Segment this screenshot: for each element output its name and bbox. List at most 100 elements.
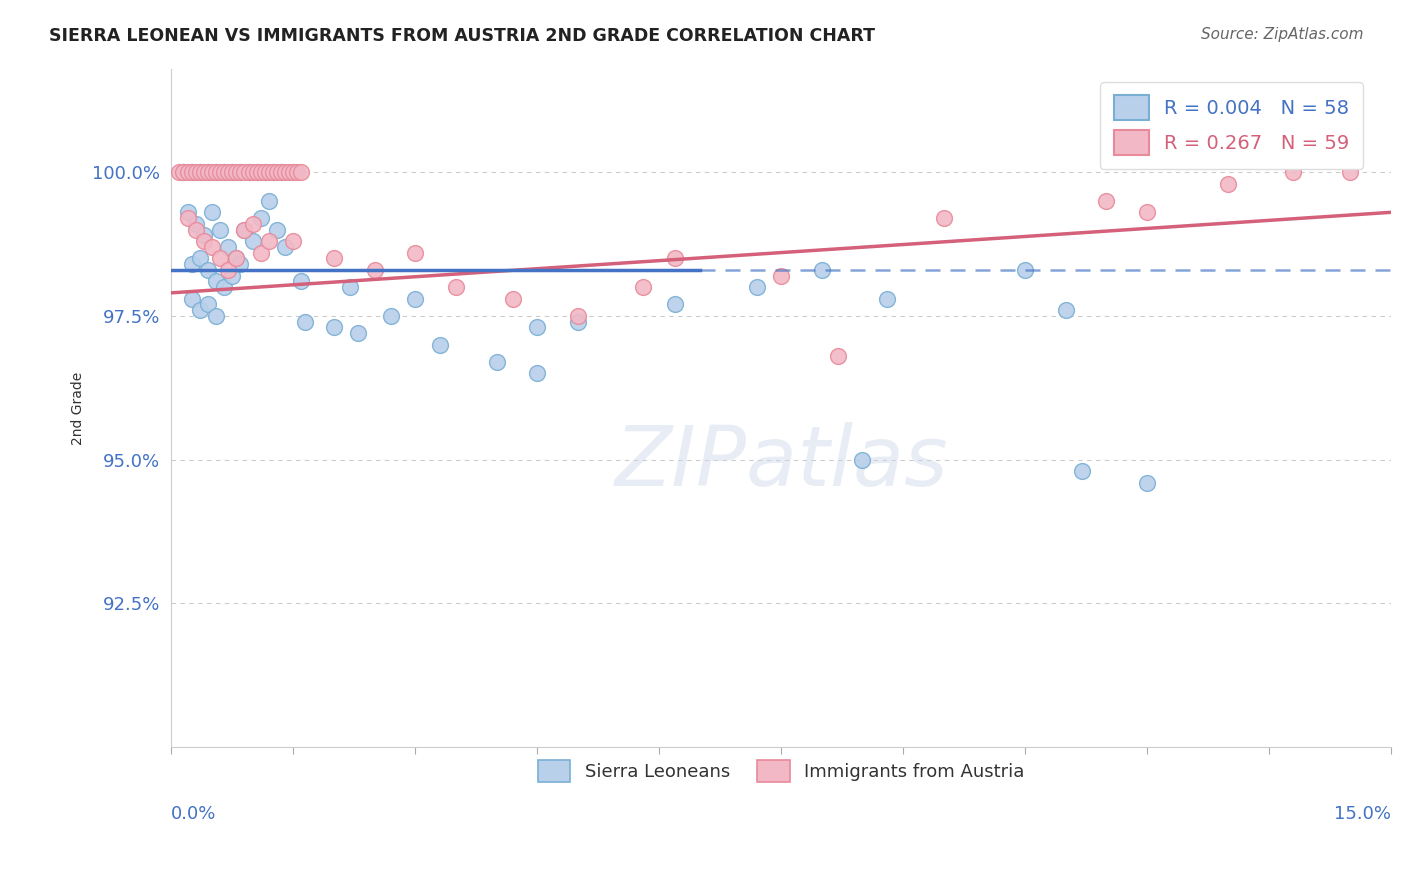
Point xyxy=(180,257,202,271)
Point xyxy=(193,165,215,179)
Point xyxy=(188,165,211,179)
Point xyxy=(212,165,235,179)
Point xyxy=(851,452,873,467)
Point xyxy=(810,263,832,277)
Point xyxy=(274,240,297,254)
Point xyxy=(246,165,269,179)
Point xyxy=(567,315,589,329)
Point xyxy=(176,211,198,225)
Point xyxy=(180,165,202,179)
Point xyxy=(221,165,243,179)
Point xyxy=(294,315,316,329)
Point xyxy=(246,165,269,179)
Point xyxy=(242,234,264,248)
Point xyxy=(233,222,256,236)
Point xyxy=(257,234,280,248)
Point xyxy=(283,165,305,179)
Point xyxy=(274,165,297,179)
Point xyxy=(526,320,548,334)
Point xyxy=(229,165,252,179)
Point xyxy=(1136,205,1159,219)
Point xyxy=(225,165,247,179)
Point xyxy=(197,297,219,311)
Point xyxy=(1282,165,1305,179)
Point xyxy=(233,222,256,236)
Point xyxy=(201,240,224,254)
Point xyxy=(212,280,235,294)
Point xyxy=(188,165,211,179)
Legend: Sierra Leoneans, Immigrants from Austria: Sierra Leoneans, Immigrants from Austria xyxy=(530,753,1032,789)
Point xyxy=(347,326,370,340)
Point xyxy=(1071,464,1094,478)
Point xyxy=(188,252,211,266)
Point xyxy=(197,165,219,179)
Point xyxy=(184,222,207,236)
Text: Source: ZipAtlas.com: Source: ZipAtlas.com xyxy=(1201,27,1364,42)
Point xyxy=(278,165,301,179)
Point xyxy=(217,240,239,254)
Point xyxy=(193,228,215,243)
Point xyxy=(197,263,219,277)
Point xyxy=(242,217,264,231)
Point xyxy=(212,165,235,179)
Point xyxy=(249,211,271,225)
Point xyxy=(444,280,467,294)
Point xyxy=(209,165,232,179)
Point xyxy=(266,222,288,236)
Point xyxy=(322,252,344,266)
Point xyxy=(827,349,849,363)
Point xyxy=(664,252,686,266)
Point xyxy=(283,234,305,248)
Point xyxy=(363,263,385,277)
Point xyxy=(233,165,256,179)
Point xyxy=(229,165,252,179)
Point xyxy=(932,211,955,225)
Point xyxy=(249,245,271,260)
Point xyxy=(173,165,195,179)
Point xyxy=(1218,177,1240,191)
Point xyxy=(229,257,252,271)
Y-axis label: 2nd Grade: 2nd Grade xyxy=(72,371,86,444)
Point xyxy=(176,205,198,219)
Point xyxy=(225,252,247,266)
Point xyxy=(262,165,284,179)
Point xyxy=(270,165,292,179)
Point xyxy=(217,165,239,179)
Point xyxy=(201,205,224,219)
Point xyxy=(1339,165,1361,179)
Point xyxy=(290,274,312,288)
Point xyxy=(567,309,589,323)
Point xyxy=(485,355,508,369)
Point xyxy=(205,165,228,179)
Point xyxy=(188,303,211,318)
Point xyxy=(205,274,228,288)
Point xyxy=(238,165,260,179)
Point xyxy=(526,367,548,381)
Point xyxy=(257,165,280,179)
Point xyxy=(404,292,426,306)
Point xyxy=(404,245,426,260)
Point xyxy=(176,165,198,179)
Text: ZIPatlas: ZIPatlas xyxy=(614,422,948,503)
Point xyxy=(180,165,202,179)
Point xyxy=(1014,263,1036,277)
Point xyxy=(209,222,232,236)
Point xyxy=(209,252,232,266)
Point xyxy=(290,165,312,179)
Point xyxy=(201,165,224,179)
Point xyxy=(217,263,239,277)
Point xyxy=(221,165,243,179)
Point xyxy=(205,165,228,179)
Point xyxy=(1054,303,1077,318)
Point xyxy=(197,165,219,179)
Point xyxy=(285,165,308,179)
Point xyxy=(253,165,276,179)
Point xyxy=(169,165,191,179)
Point xyxy=(205,309,228,323)
Point xyxy=(322,320,344,334)
Point xyxy=(1136,475,1159,490)
Point xyxy=(262,165,284,179)
Text: 15.0%: 15.0% xyxy=(1334,805,1391,822)
Point xyxy=(184,165,207,179)
Point xyxy=(249,165,271,179)
